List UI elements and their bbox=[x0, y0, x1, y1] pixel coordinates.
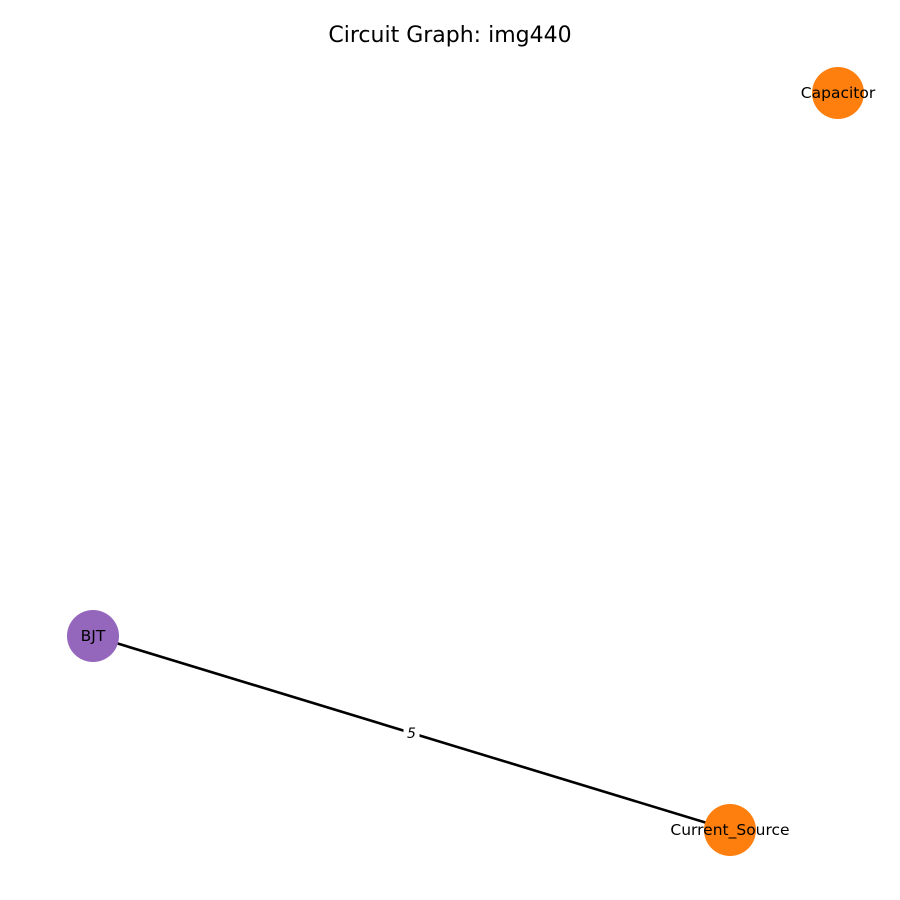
edge-weight-label: 5 bbox=[407, 726, 416, 742]
node-circle-current_source bbox=[704, 804, 756, 856]
node-circle-bjt bbox=[67, 610, 119, 662]
node-bjt: BJT bbox=[67, 610, 119, 662]
node-label-capacitor: Capacitor bbox=[801, 84, 876, 102]
node-capacitor: Capacitor bbox=[801, 67, 876, 119]
graph-title: Circuit Graph: img440 bbox=[328, 23, 571, 48]
node-current_source: Current_Source bbox=[670, 804, 790, 856]
edge-label-background bbox=[403, 723, 420, 743]
nodes-layer: Capacitor BJT Current_Source bbox=[67, 67, 876, 856]
node-label-current_source: Current_Source bbox=[670, 821, 789, 840]
node-circle-capacitor bbox=[812, 67, 864, 119]
edges-layer: 5 bbox=[92, 634, 731, 832]
node-label-bjt: BJT bbox=[81, 627, 106, 645]
